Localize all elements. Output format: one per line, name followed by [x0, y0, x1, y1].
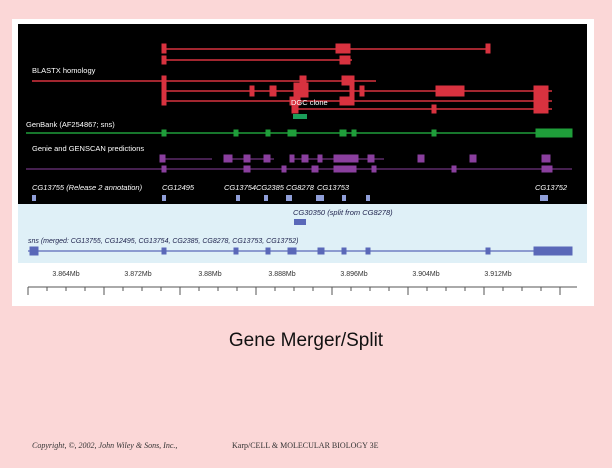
gene-label: CG13752	[535, 183, 568, 192]
gene-label: CG2385	[256, 183, 285, 192]
gene-label: CG12495	[162, 183, 195, 192]
cg30350-box	[294, 219, 306, 225]
axis-tick-label: 3.88Mb	[198, 271, 221, 278]
dgc-clone-bar	[293, 114, 307, 119]
genie-genscan-tracks	[26, 154, 572, 173]
sns-merged-track	[28, 246, 573, 256]
axis-tick-label: 3.864Mb	[52, 271, 79, 278]
gene-merger-figure: BLASTX homology DGC clone GenBank (AF254…	[12, 19, 594, 306]
cg30350-label: CG30350 (split from CG8278)	[293, 208, 393, 217]
book-footer: Karp/CELL & MOLECULAR BIOLOGY 3E	[232, 441, 379, 450]
axis-tick-label: 3.896Mb	[340, 271, 367, 278]
genome-browser-diagram: BLASTX homology DGC clone GenBank (AF254…	[18, 24, 587, 306]
cg-release-label: CG13755 (Release 2 annotation)	[32, 183, 143, 192]
axis-tick-label: 3.872Mb	[124, 271, 151, 278]
gene-label: CG8278	[286, 183, 315, 192]
blastx-tracks	[32, 43, 552, 114]
blastx-label: BLASTX homology	[32, 66, 96, 75]
figure-caption: Gene Merger/Split	[228, 330, 384, 351]
axis-tick-label: 3.888Mb	[268, 271, 295, 278]
gene-labels: CG12495 CG13754 CG2385 CG8278 CG13753 CG13752	[162, 183, 568, 192]
axis-tick-label: 3.904Mb	[412, 271, 439, 278]
sns-merged-label: sns (merged: CG13755, CG12495, CG13754, …	[28, 238, 298, 245]
lower-light-panel	[18, 204, 587, 263]
genbank-track	[26, 128, 573, 138]
genbank-label: GenBank (AF254867; sns)	[26, 120, 115, 129]
gene-label: CG13754	[224, 183, 256, 192]
copyright-footer: Copyright, ©, 2002, John Wiley & Sons, I…	[32, 441, 178, 450]
axis-tick-label: 3.912Mb	[484, 271, 511, 278]
cg-annotation-track	[32, 195, 548, 201]
gene-label: CG13753	[317, 183, 350, 192]
axis-panel	[18, 263, 587, 306]
dgc-clone-label: DGC clone	[291, 98, 328, 107]
genie-genscan-label: Genie and GENSCAN predictions	[32, 144, 144, 153]
genomic-axis: 3.864Mb 3.872Mb 3.88Mb 3.888Mb 3.896Mb 3.904M…	[27, 271, 577, 295]
